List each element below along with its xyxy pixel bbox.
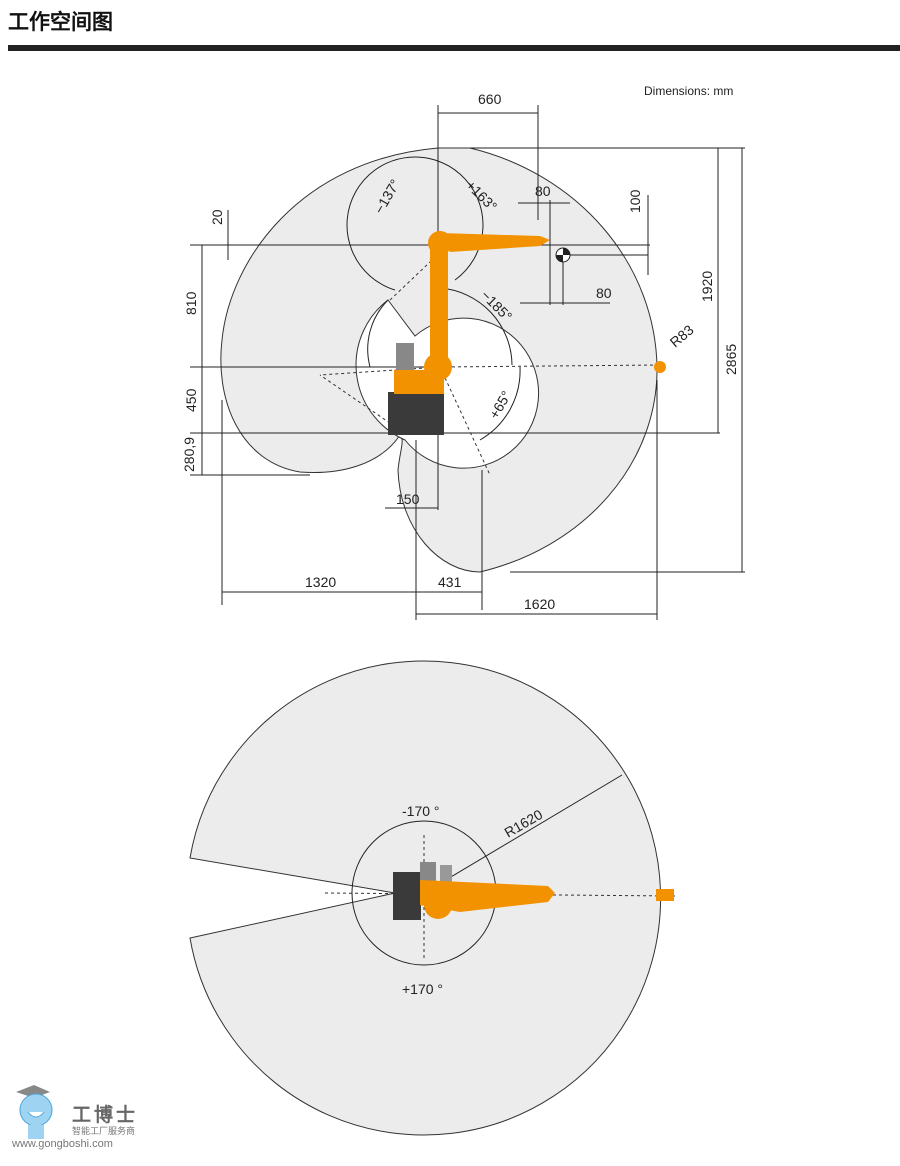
dim-1620: 1620: [524, 596, 555, 612]
angle-plus-170: +170 °: [402, 981, 443, 997]
robot-side: [388, 231, 666, 435]
logo-url: www.gongboshi.com: [12, 1138, 113, 1150]
units-note: Dimensions: mm: [644, 84, 733, 98]
mascot-icon: [16, 1085, 53, 1139]
gongboshi-logo: 工博士 智能工厂服务商 www.gongboshi.com: [10, 1082, 140, 1162]
page-title: 工作空间图: [8, 10, 113, 34]
dim-280-9: 280,9: [181, 437, 197, 472]
top-view: -170 ° +170 ° R1620: [189, 660, 676, 1136]
angle-minus-170: -170 °: [402, 803, 440, 819]
dim-100: 100: [627, 189, 643, 213]
dim-810: 810: [183, 291, 199, 315]
dim-431: 431: [438, 574, 462, 590]
side-view: Dimensions: mm 660 80 80 100 20 810 450 …: [181, 84, 745, 620]
dim-1320: 1320: [305, 574, 336, 590]
logo-name: 工博士: [72, 1104, 139, 1126]
dim-80-top: 80: [535, 183, 551, 199]
robot-top: [393, 862, 674, 920]
dim-150: 150: [396, 491, 420, 507]
dim-660: 660: [478, 91, 502, 107]
dim-20: 20: [209, 209, 225, 225]
radius-line: [423, 774, 623, 894]
logo-tagline: 智能工厂服务商: [72, 1126, 136, 1136]
radius-r83: R83: [667, 321, 697, 350]
dim-1920: 1920: [699, 271, 715, 302]
dim-2865: 2865: [723, 344, 739, 375]
dim-450: 450: [183, 388, 199, 412]
reach-centerline: [439, 364, 661, 368]
dim-80-bottom: 80: [596, 285, 612, 301]
title-divider: [8, 45, 900, 51]
